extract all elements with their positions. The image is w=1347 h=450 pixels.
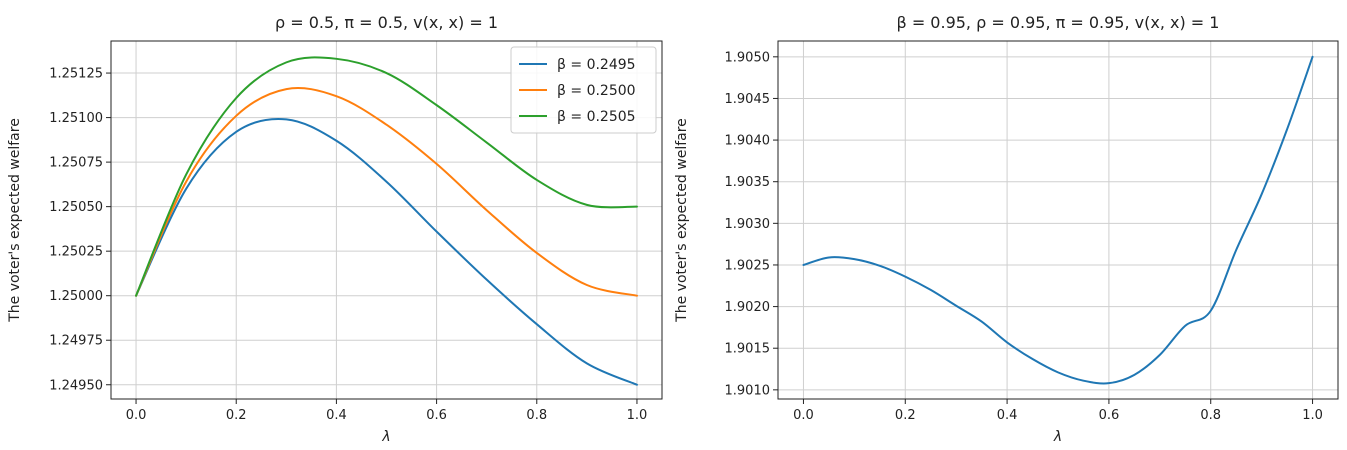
x-tick-label: 0.8	[1200, 408, 1221, 423]
y-tick-label: 1.24975	[49, 334, 103, 349]
y-tick-label: 1.9050	[725, 50, 771, 65]
plot-area-frame	[110, 40, 663, 400]
x-tick-label: 0.2	[226, 408, 247, 423]
x-tick-label: 0.2	[895, 408, 916, 423]
y-tick-label: 1.25075	[49, 156, 103, 171]
y-tick-label: 1.25100	[49, 111, 103, 126]
x-axis-label: λ	[381, 429, 390, 445]
y-tick-label: 1.25000	[49, 289, 103, 304]
chart-title: ρ = 0.5, π = 0.5, v(x, x) = 1	[275, 13, 498, 32]
x-tick-label: 1.0	[627, 408, 648, 423]
x-tick-label: 0.0	[126, 408, 147, 423]
x-tick-label: 0.8	[526, 408, 547, 423]
x-tick-label: 0.6	[426, 408, 447, 423]
series-line-2	[135, 56, 638, 297]
x-axis-label: λ	[1053, 429, 1062, 445]
y-tick-label: 1.9025	[725, 258, 771, 273]
legend-entry-label: β = 0.2500	[557, 83, 636, 99]
x-tick-label: 1.0	[1302, 408, 1323, 423]
plot-area-frame	[777, 40, 1339, 400]
legend-entry-label: β = 0.2505	[557, 109, 636, 125]
y-tick-label: 1.25025	[49, 245, 103, 260]
x-tick-label: 0.0	[793, 408, 814, 423]
series-line-0	[135, 118, 638, 386]
y-tick-label: 1.9045	[725, 92, 771, 107]
chart-title: β = 0.95, ρ = 0.95, π = 0.95, v(x, x) = …	[897, 13, 1220, 32]
series-line-1	[135, 86, 638, 297]
y-tick-label: 1.9040	[725, 134, 771, 149]
y-tick-label: 1.25050	[49, 200, 103, 215]
series-line-0	[802, 55, 1314, 385]
y-tick-label: 1.9035	[725, 175, 771, 190]
y-axis-label: The voter's expected welfare	[7, 118, 23, 323]
y-tick-label: 1.24950	[49, 378, 103, 393]
y-tick-label: 1.9015	[725, 342, 771, 357]
y-tick-label: 1.9020	[725, 300, 771, 315]
y-tick-label: 1.9030	[725, 217, 771, 232]
y-tick-label: 1.9010	[725, 383, 771, 398]
chart-left: 0.0 0.2 0.4 0.6 0.8 1.0 1.24950 1.24975 1.25000 1…	[7, 13, 663, 445]
y-axis-label: The voter's expected welfare	[674, 118, 690, 323]
legend: β = 0.2495 β = 0.2500 β = 0.2505	[510, 46, 657, 134]
legend-box	[510, 46, 657, 134]
x-tick-label: 0.4	[997, 408, 1018, 423]
x-tick-label: 0.6	[1099, 408, 1120, 423]
legend-entry-label: β = 0.2495	[557, 57, 636, 73]
chart-right: 0.0 0.2 0.4 0.6 0.8 1.0 1.9010 1.9015 1.9020 1.90…	[674, 13, 1339, 445]
x-tick-label: 0.4	[326, 408, 347, 423]
y-tick-label: 1.25125	[49, 67, 103, 82]
